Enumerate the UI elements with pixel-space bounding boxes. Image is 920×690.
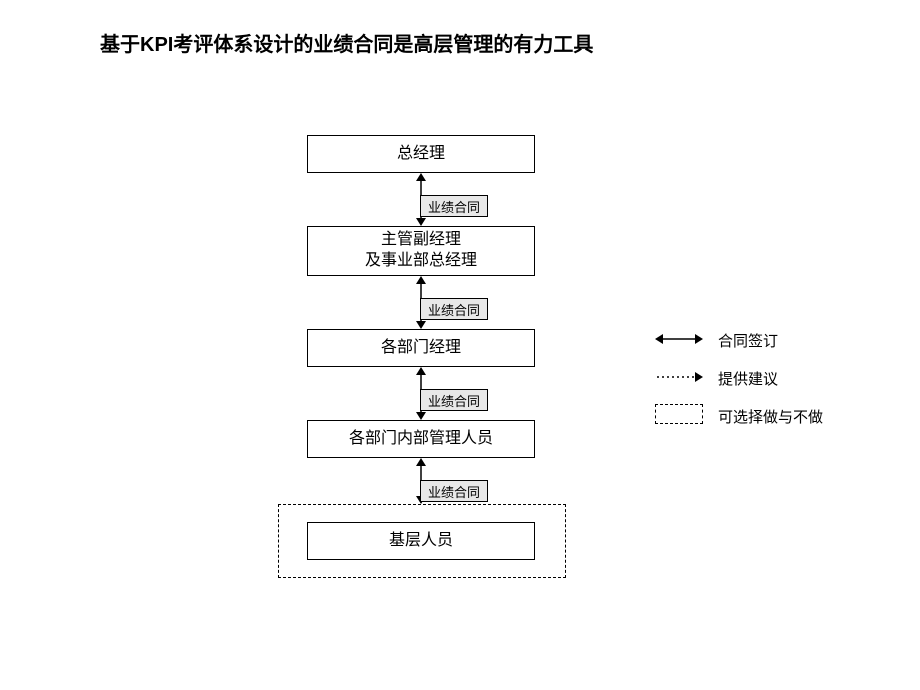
node-general-manager: 总经理 <box>307 135 535 173</box>
node-dept-manager: 各部门经理 <box>307 329 535 367</box>
legend-double-arrow-icon <box>655 332 703 346</box>
node-internal-staff: 各部门内部管理人员 <box>307 420 535 458</box>
node-label: 各部门经理 <box>381 338 461 359</box>
edge-label-text: 业绩合同 <box>428 391 480 410</box>
legend-label-contract: 合同签订 <box>718 330 778 351</box>
edge-label-text: 业绩合同 <box>428 482 480 501</box>
node-label: 各部门内部管理人员 <box>349 429 493 450</box>
node-label: 基层人员 <box>389 531 453 552</box>
edge-label-text: 业绩合同 <box>428 300 480 319</box>
legend-label-suggest: 提供建议 <box>718 368 778 389</box>
edge-label-3: 业绩合同 <box>420 389 488 411</box>
legend-label-optional: 可选择做与不做 <box>718 406 823 427</box>
node-label: 总经理 <box>397 144 445 165</box>
node-deputy-manager: 主管副经理 及事业部总经理 <box>307 226 535 276</box>
legend-dashed-box-icon <box>655 404 703 424</box>
edge-label-4: 业绩合同 <box>420 480 488 502</box>
page-title: 基于KPI考评体系设计的业绩合同是高层管理的有力工具 <box>100 28 593 57</box>
edge-label-2: 业绩合同 <box>420 298 488 320</box>
node-label: 主管副经理 及事业部总经理 <box>365 230 477 272</box>
node-base-staff: 基层人员 <box>307 522 535 560</box>
edge-label-text: 业绩合同 <box>428 197 480 216</box>
edge-label-1: 业绩合同 <box>420 195 488 217</box>
legend-dotted-arrow-icon <box>655 370 703 384</box>
